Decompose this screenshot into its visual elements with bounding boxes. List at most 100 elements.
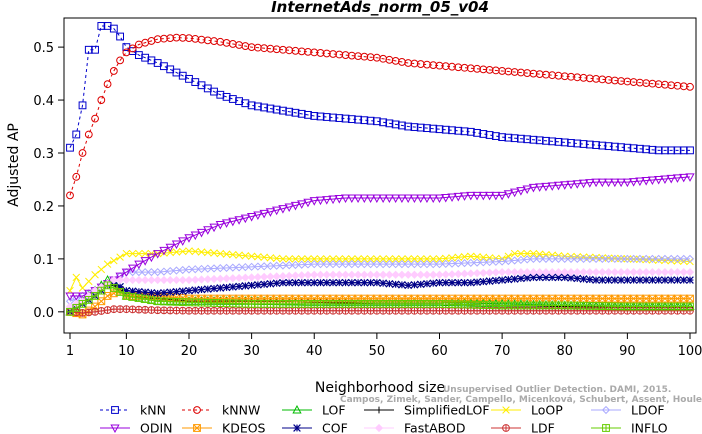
data-point <box>535 250 544 258</box>
data-point <box>384 194 395 204</box>
data-point <box>203 275 212 284</box>
data-point <box>622 178 633 188</box>
data-point <box>304 278 312 287</box>
legend-item-knnw: kNNW <box>182 403 260 418</box>
data-point <box>197 285 206 294</box>
data-point <box>629 144 638 153</box>
marker-shape <box>134 268 143 277</box>
marker-shape <box>191 265 200 274</box>
data-point <box>498 133 507 142</box>
marker-shape <box>178 237 188 246</box>
legend-item-inflo: INFLO <box>591 421 668 434</box>
data-point <box>548 137 557 146</box>
marker-shape <box>579 275 588 283</box>
data-point <box>310 270 319 279</box>
marker-shape <box>504 67 513 76</box>
y-tick-label: 0.4 <box>33 94 54 109</box>
data-point <box>191 286 200 294</box>
data-point <box>304 47 312 56</box>
marker-shape <box>247 252 256 260</box>
data-point <box>122 275 131 285</box>
data-point <box>260 44 269 53</box>
data-point <box>147 296 156 305</box>
data-point <box>354 278 362 287</box>
data-point <box>623 268 632 277</box>
legend-label: COF <box>322 421 348 434</box>
marker-shape <box>66 191 74 200</box>
data-point <box>629 294 638 303</box>
data-point <box>667 268 676 277</box>
data-point <box>184 234 194 243</box>
data-point <box>523 69 532 77</box>
marker-shape <box>222 274 231 283</box>
data-point <box>285 261 294 270</box>
data-point <box>210 284 218 293</box>
data-point <box>435 260 444 269</box>
marker-shape <box>354 278 362 287</box>
marker-shape <box>479 130 488 138</box>
data-point <box>366 116 375 125</box>
data-point <box>410 59 419 68</box>
data-point <box>585 268 594 277</box>
data-point <box>247 281 256 290</box>
data-point <box>360 255 369 263</box>
marker-shape <box>397 194 407 204</box>
marker-shape <box>611 276 619 284</box>
data-point <box>366 53 375 62</box>
data-point <box>341 260 350 269</box>
data-point <box>316 255 325 263</box>
data-point <box>648 254 657 263</box>
marker-shape <box>497 191 507 201</box>
data-point <box>109 67 118 75</box>
marker-shape <box>542 294 550 303</box>
data-point <box>572 180 582 189</box>
data-point <box>428 194 438 204</box>
marker-shape <box>491 191 501 201</box>
data-point <box>441 259 450 269</box>
data-point <box>604 76 613 84</box>
data-point <box>616 178 626 188</box>
data-point <box>84 308 93 317</box>
data-point <box>592 276 600 284</box>
data-point <box>222 283 231 292</box>
marker-shape <box>127 264 138 274</box>
marker-shape <box>416 260 425 269</box>
data-point <box>473 128 481 137</box>
marker-shape <box>448 278 456 287</box>
marker-shape <box>216 90 225 99</box>
marker-shape <box>391 280 400 289</box>
data-point <box>360 278 369 287</box>
data-point <box>611 276 619 284</box>
data-point <box>391 255 400 263</box>
marker-shape <box>228 217 238 227</box>
marker-shape <box>560 294 569 303</box>
marker-shape <box>416 194 426 204</box>
data-point <box>285 271 294 280</box>
marker-shape <box>347 115 356 124</box>
marker-shape <box>541 182 551 192</box>
legend-label: kNN <box>140 403 166 418</box>
marker-shape <box>447 259 457 268</box>
data-point <box>216 264 225 273</box>
data-point <box>679 82 688 91</box>
marker-shape <box>642 79 651 88</box>
legend: kNN kNNW LOF SimplifiedLOF LoOP LDOF ODIN KDEOS… <box>100 403 668 434</box>
data-point <box>109 24 118 33</box>
marker-shape <box>560 72 569 81</box>
data-point <box>472 258 482 267</box>
legend-marker <box>292 404 302 414</box>
marker-shape <box>517 134 525 143</box>
data-point <box>297 200 307 209</box>
data-point <box>460 269 469 278</box>
data-point <box>266 254 275 262</box>
data-point <box>116 32 125 41</box>
data-point <box>604 276 613 284</box>
marker-shape <box>434 194 445 204</box>
marker-shape <box>685 173 695 182</box>
marker-shape <box>642 276 650 284</box>
data-point <box>135 249 143 258</box>
marker-shape <box>254 280 262 289</box>
data-point <box>109 275 118 285</box>
data-point <box>472 191 482 201</box>
marker-shape <box>409 194 420 204</box>
